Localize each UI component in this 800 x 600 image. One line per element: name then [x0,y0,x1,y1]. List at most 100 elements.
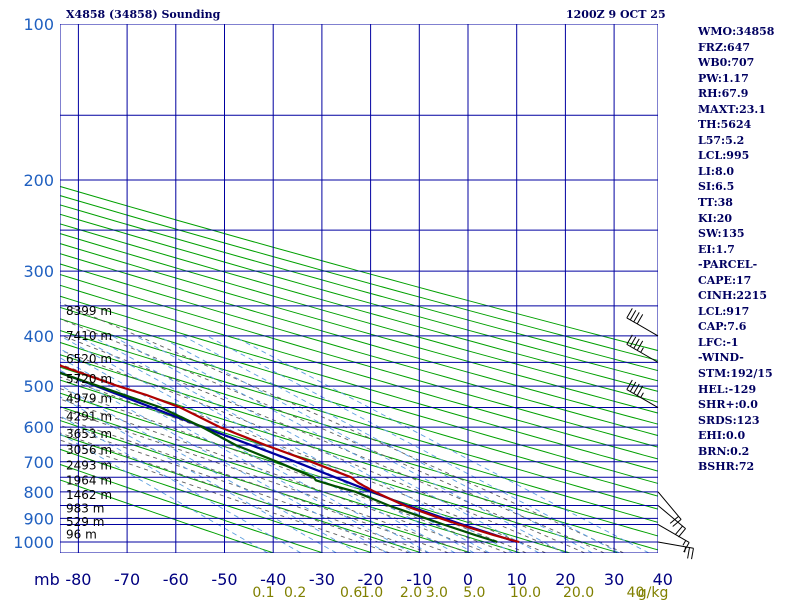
temperature-tick-label: 40 [653,570,673,589]
index-item: SHR+:0.0 [698,398,758,412]
wind-barb-flag [629,336,637,347]
wind-barb [657,524,690,553]
height-label: 2493 m [66,458,112,472]
wind-barb-flag [633,312,640,323]
wind-barb-staff [657,541,694,549]
moist-adiabat [60,334,586,553]
dry-adiabat [60,213,658,382]
pressure-tick-label: 300 [23,262,54,281]
temperature-tick-label: -40 [260,570,286,589]
moist-adiabat [60,408,469,553]
mixing-ratio-label: 2.0 [400,585,422,600]
pressure-tick-label: 1000 [13,533,54,552]
wind-barb [626,308,659,337]
temperature-tick-label: -80 [65,570,91,589]
station-title: X4858 (34858) Sounding [66,8,221,21]
index-item: RH:67.9 [698,87,749,101]
height-label: 529 m [66,515,104,529]
wind-barb-flag [626,334,633,345]
wind-barb [626,334,659,363]
wind-barb-flag [683,542,690,553]
moist-adiabat [60,349,566,553]
index-item: FRZ:647 [698,40,751,54]
parcel-trace [60,371,518,544]
temperature-tick-label: 30 [604,570,624,589]
index-item: L57:5.2 [698,133,745,147]
wind-barb [657,491,682,527]
index-item: CAPE:17 [698,273,752,287]
wind-barb-staff [657,524,690,543]
dry-adiabat [60,185,658,352]
wind-barb-flag [672,519,682,527]
height-label: 6520 m [66,352,112,366]
mixing-ratio-line [135,335,540,553]
mixing-ratio-label: 0.1 [252,585,274,600]
mixing-ratio-line [232,335,650,553]
mixing-ratio-label: 20.0 [563,585,594,600]
wind-barb-half-flag [640,392,644,398]
mixing-ratio-line [60,357,412,553]
height-label: 4291 m [66,410,112,424]
index-item: SI:6.5 [698,180,735,194]
dry-adiabat [60,448,373,553]
height-label: 4979 m [66,391,112,405]
pressure-unit-label: mb [34,570,60,589]
temperature-tick-label: -30 [309,570,335,589]
dry-adiabat [60,318,658,497]
pressure-tick-label: 100 [23,15,54,34]
index-item: TH:5624 [698,118,752,132]
index-item: -WIND- [698,351,744,365]
wind-barb-flag [626,308,633,319]
dry-adiabat [60,463,324,553]
pressure-tick-label: 700 [23,453,54,472]
index-item: HEL:-129 [698,382,757,396]
wind-barb-flag [687,547,691,559]
height-label: 1462 m [66,488,112,502]
index-item: LCL:995 [698,149,750,163]
wind-barb-flag [675,525,683,535]
dry-adiabat [60,406,521,553]
mixing-ratio-line [60,335,456,553]
index-item: CAP:7.6 [698,320,747,334]
wind-barb-staff [626,389,659,408]
moist-adiabat [60,439,391,553]
mixing-ratio-line [60,384,359,553]
mixing-ratio-line [90,335,490,553]
temperature-tick-label: -20 [358,570,384,589]
pressure-tick-label: 600 [23,418,54,437]
wind-barb-flag [626,379,633,390]
mixing-ratio-label: 0.2 [284,585,306,600]
mixing-ratio-label: 3.0 [426,585,448,600]
dry-adiabat [60,479,274,553]
moist-adiabat [60,398,488,553]
mixing-ratio-line [77,335,475,553]
mixing-ratio-label: 5.0 [463,585,485,600]
index-item: SW:135 [698,227,745,241]
wind-barb-flag [691,548,694,560]
wind-barb-staff [626,317,659,337]
temperature-tick-label: 0 [463,570,473,589]
temperature-tick-label: 10 [507,570,527,589]
index-item: LI:8.0 [698,164,735,178]
mixing-ratio-label: 1.0 [361,585,383,600]
mixing-ratio-label: g/kg [638,585,669,600]
wind-barb-staff [657,491,682,520]
mixing-ratio-line [60,348,430,553]
index-item: LCL:917 [698,304,750,318]
wind-barb-staff [626,343,659,363]
wind-barb-flag [678,528,686,538]
mixing-ratio-line [206,335,620,553]
indices-panel: WMO:34858 FRZ:647 WB0:707 PW:1.17 RH:67.9 MAX… [698,24,800,475]
dry-adiabat [60,295,658,472]
index-item: EHI:0.0 [698,429,746,443]
dry-adiabat [60,329,658,510]
dry-adiabat [60,223,658,392]
valid-time: 1200Z 9 OCT 25 [566,8,666,21]
index-item: BSHR:72 [698,460,755,474]
index-item: LFC:-1 [698,335,739,349]
moist-adiabat [60,318,605,553]
index-item: BRN:0.2 [698,444,750,458]
wind-barb-flag [629,381,637,392]
mixing-ratio-label: 40 [627,585,645,600]
